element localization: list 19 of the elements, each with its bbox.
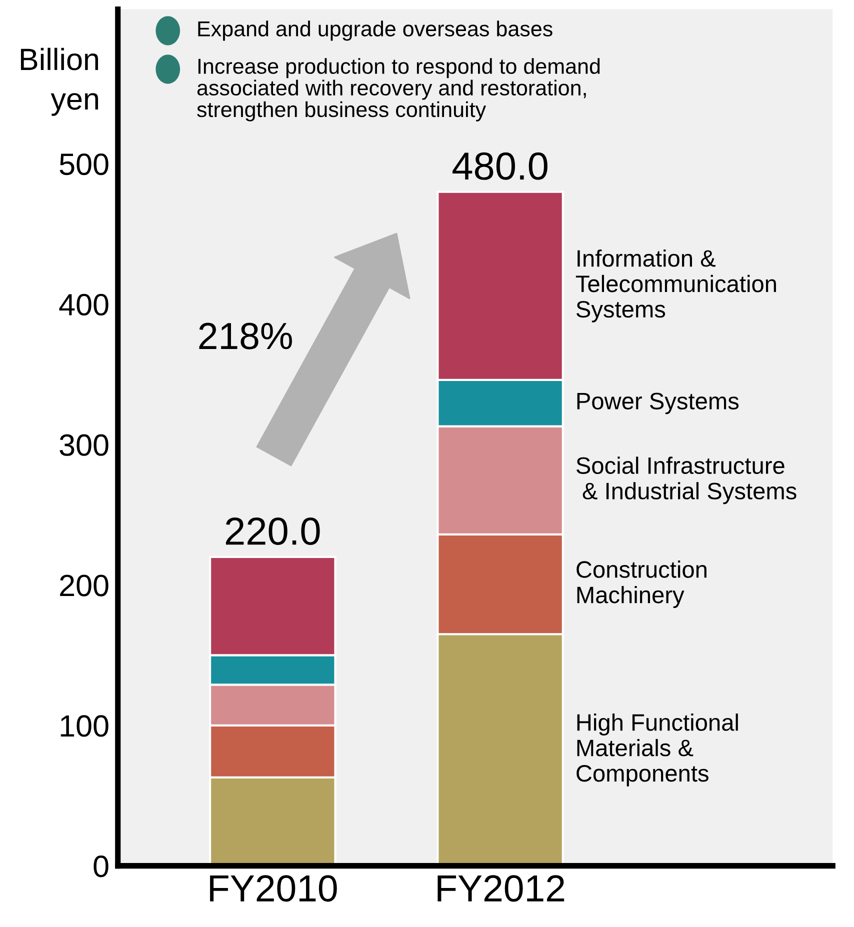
annotation: Expand and upgrade overseas bases [198, 20, 552, 41]
series-label: High Functional Materials & Components [576, 714, 738, 786]
y-tick-label: 400 [59, 294, 108, 316]
annotation: 218% [199, 322, 292, 350]
series-label: Construction Machinery [576, 560, 706, 608]
y-tick-label: 100 [60, 715, 108, 737]
y-tick-label: 0 [94, 856, 108, 878]
y-axis-title: Billion yen [20, 48, 98, 116]
x-tick-label: FY2012 [438, 875, 564, 902]
y-tick-label: 200 [60, 574, 108, 596]
total-label: 480.0 [452, 152, 548, 180]
x-tick-label: FY2010 [210, 875, 337, 902]
series-label: Information & Telecommunication Systems [576, 249, 776, 322]
annotation: Increase production to respond to demand associated with recovery and restoration, strengthen business continuity [197, 58, 600, 122]
y-tick-label: 500 [60, 153, 108, 176]
series-label: Power Systems [577, 392, 739, 414]
total-label: 220.0 [226, 517, 320, 545]
series-label: Social Infrastructure & Industrial Systems [576, 456, 796, 504]
y-tick-label: 300 [60, 434, 108, 456]
